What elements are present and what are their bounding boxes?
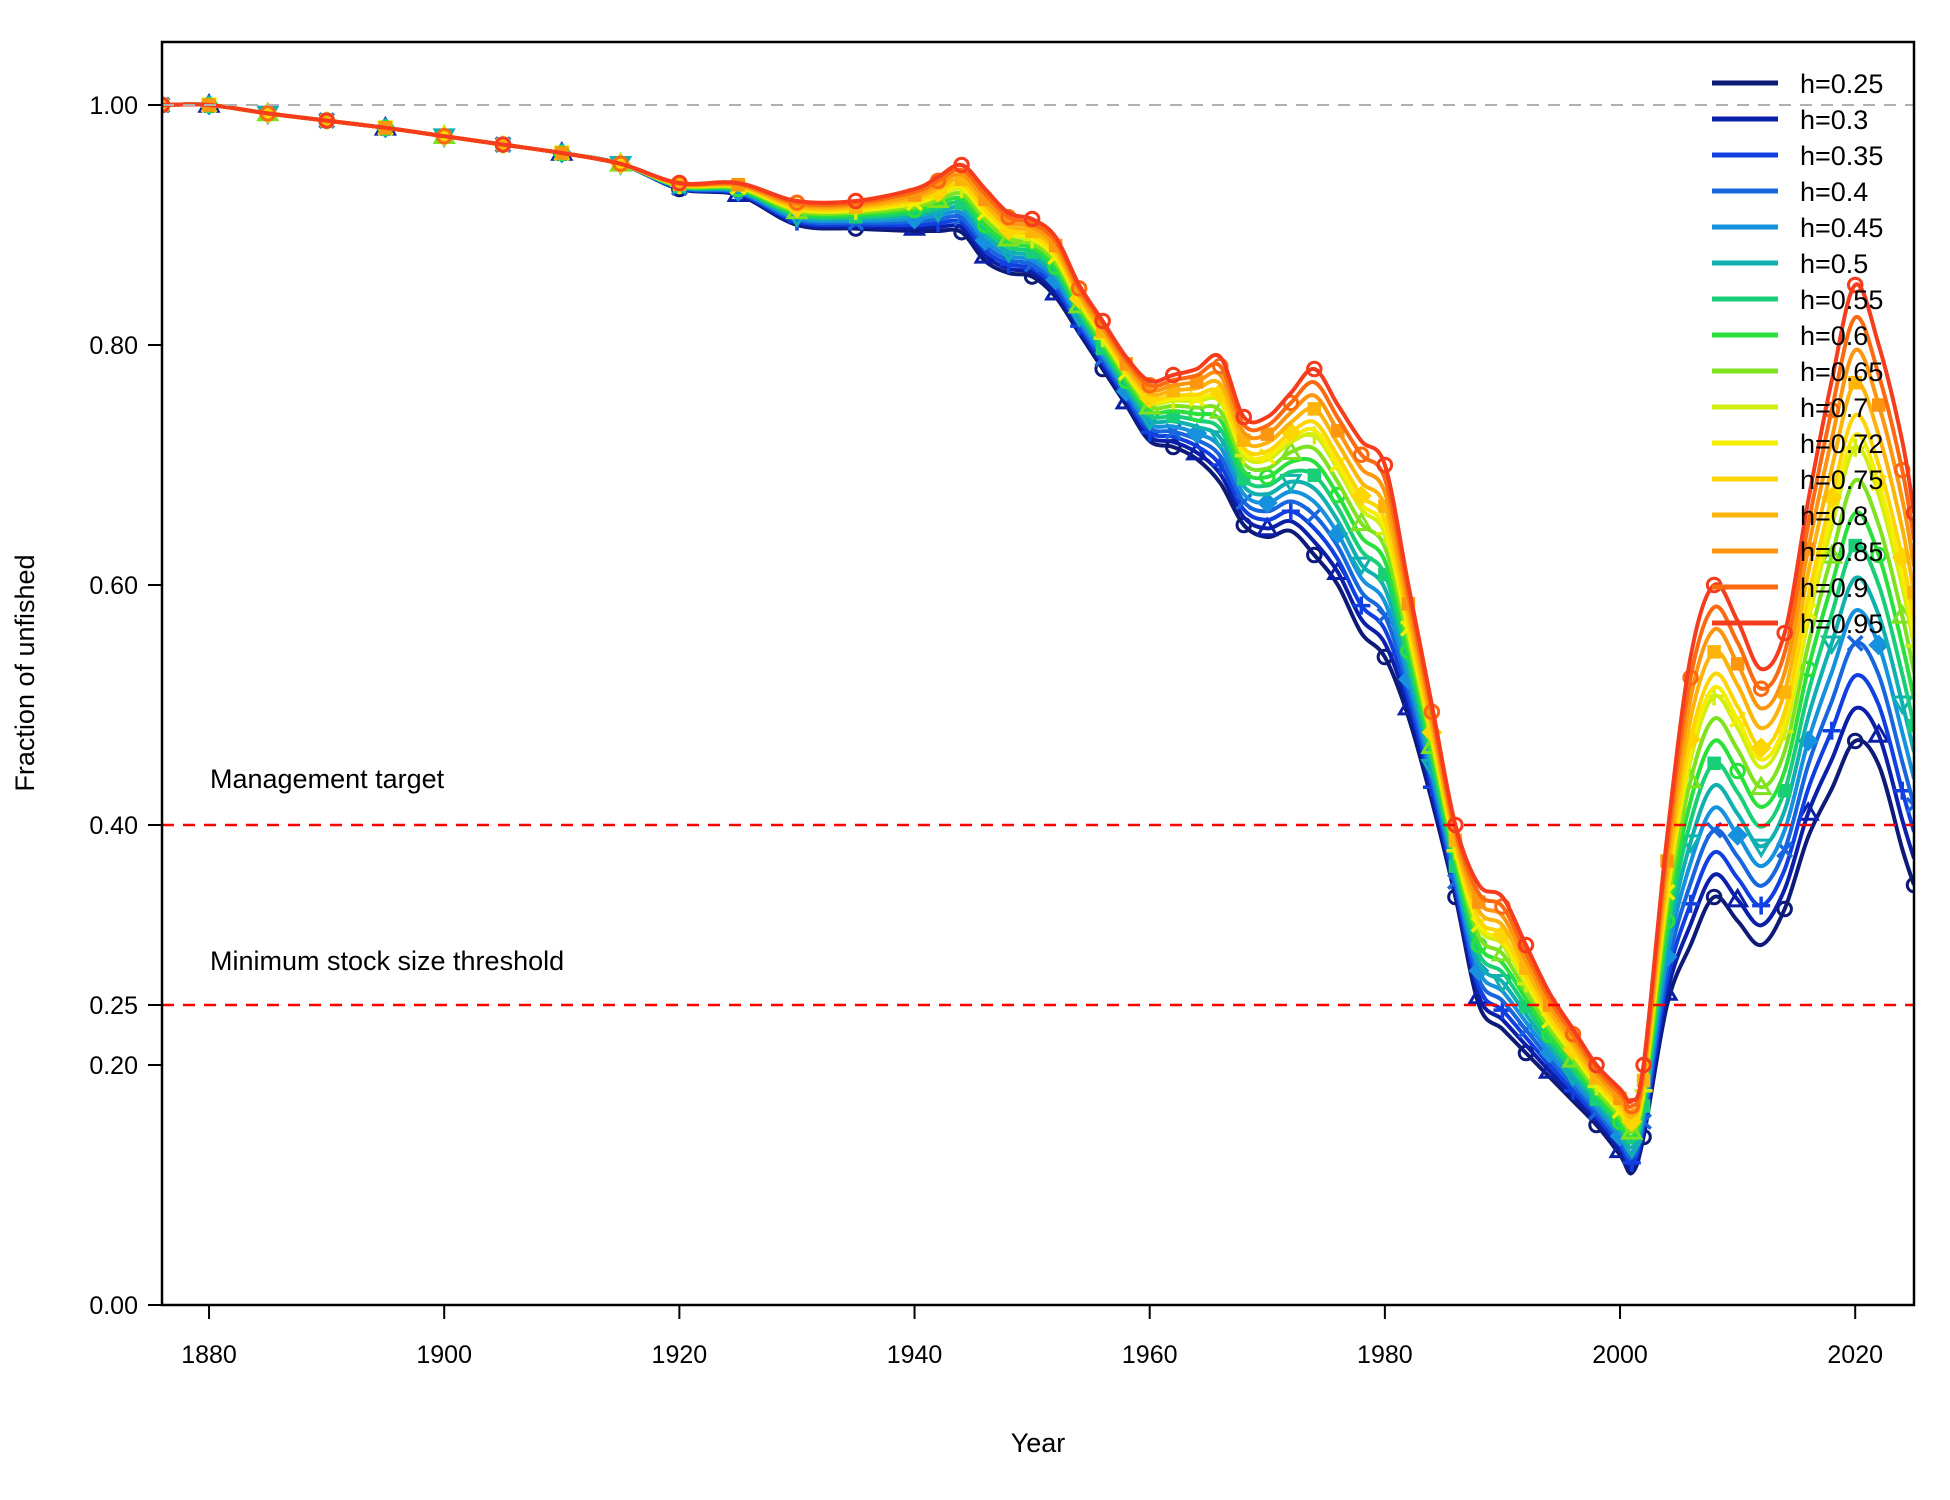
legend-label: h=0.3 [1800, 105, 1868, 135]
legend-item: h=0.72 [1712, 429, 1883, 459]
legend-item: h=0.8 [1712, 501, 1868, 531]
legend-label: h=0.25 [1800, 69, 1883, 99]
y-tick-label: 0.00 [89, 1292, 138, 1320]
legend-label: h=0.4 [1800, 177, 1868, 207]
legend-label: h=0.7 [1800, 393, 1868, 423]
legend-item: h=0.25 [1712, 69, 1883, 99]
y-axis: 0.00 0.20 0.25 0.40 0.60 0.80 1.00 [89, 92, 162, 1320]
x-tick-label: 2000 [1592, 1341, 1648, 1369]
x-tick-label: 1880 [181, 1341, 237, 1369]
annotation-management-target: Management target [210, 764, 445, 794]
legend-item: h=0.3 [1712, 105, 1868, 135]
legend-item: h=0.55 [1712, 285, 1883, 315]
legend-item: h=0.65 [1712, 357, 1883, 387]
legend-item: h=0.45 [1712, 213, 1883, 243]
legend-label: h=0.85 [1800, 537, 1883, 567]
annotation-minimum-stock-size-threshold: Minimum stock size threshold [210, 946, 564, 976]
legend-label: h=0.75 [1800, 465, 1883, 495]
x-tick-label: 1900 [416, 1341, 472, 1369]
legend-item: h=0.9 [1712, 573, 1868, 603]
legend-label: h=0.8 [1800, 501, 1868, 531]
legend: h=0.25 h=0.3 h=0.35 h=0.4 h=0.45 h=0.5 h=0.55 h… [1712, 69, 1883, 639]
legend-item: h=0.75 [1712, 465, 1883, 495]
x-axis-title: Year [1011, 1428, 1066, 1458]
plot-frame [160, 40, 1916, 1307]
y-tick-label: 0.80 [89, 332, 138, 360]
legend-item: h=0.35 [1712, 141, 1883, 171]
y-tick-label: 0.25 [89, 992, 138, 1020]
series-layer [162, 93, 1914, 1176]
y-tick-label: 0.40 [89, 812, 138, 840]
legend-label: h=0.95 [1800, 609, 1883, 639]
x-tick-label: 1920 [652, 1341, 708, 1369]
y-tick-label: 0.20 [89, 1052, 138, 1080]
y-axis-title: Fraction of unfished [10, 554, 40, 791]
x-tick-label: 1960 [1122, 1341, 1178, 1369]
legend-label: h=0.72 [1800, 429, 1883, 459]
reference-lines [162, 104, 1914, 1007]
legend-label: h=0.55 [1800, 285, 1883, 315]
x-tick-label: 1940 [887, 1341, 943, 1369]
legend-label: h=0.9 [1800, 573, 1868, 603]
legend-label: h=0.6 [1800, 321, 1868, 351]
legend-item: h=0.5 [1712, 249, 1868, 279]
y-tick-label: 0.60 [89, 572, 138, 600]
y-tick-label: 1.00 [89, 92, 138, 120]
legend-item: h=0.6 [1712, 321, 1868, 351]
legend-label: h=0.65 [1800, 357, 1883, 387]
legend-item: h=0.95 [1712, 609, 1883, 639]
legend-item: h=0.7 [1712, 393, 1868, 423]
x-tick-label: 2020 [1827, 1341, 1883, 1369]
legend-item: h=0.85 [1712, 537, 1883, 567]
legend-item: h=0.4 [1712, 177, 1868, 207]
x-axis: 1880 1900 1920 1940 1960 1980 2000 2020 [181, 1305, 1883, 1369]
x-tick-label: 1980 [1357, 1341, 1413, 1369]
legend-label: h=0.5 [1800, 249, 1868, 279]
legend-label: h=0.35 [1800, 141, 1883, 171]
legend-label: h=0.45 [1800, 213, 1883, 243]
